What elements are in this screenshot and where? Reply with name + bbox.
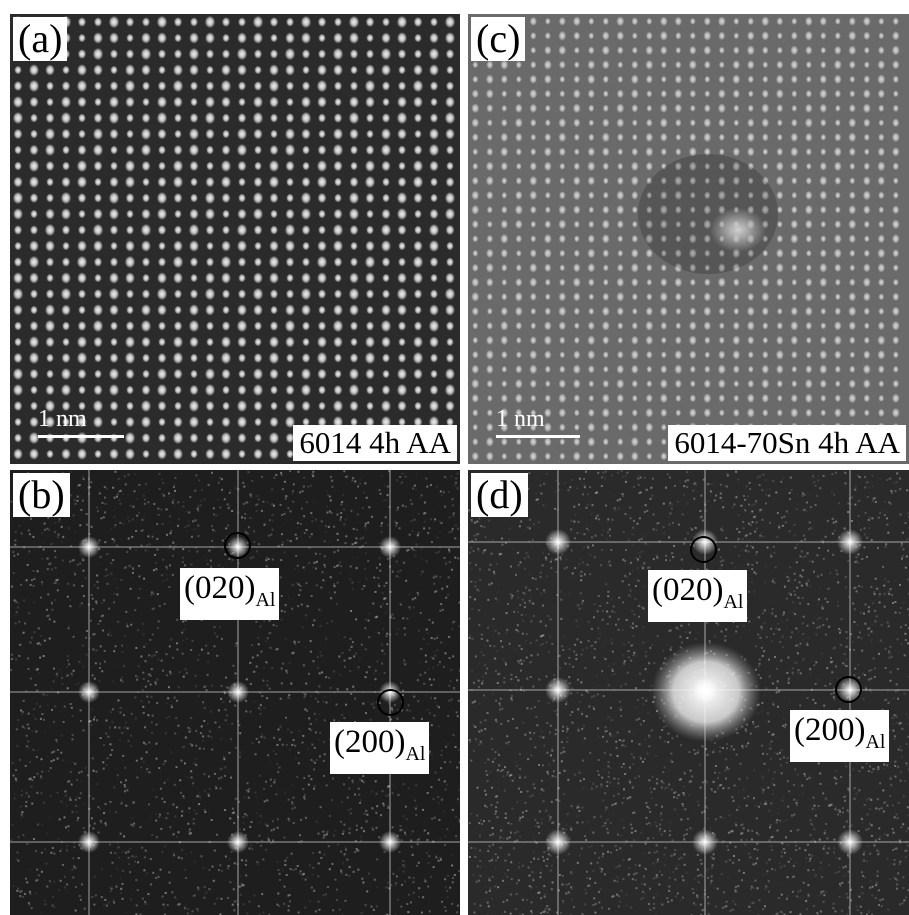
plane-label-200-b: (200)Al [330, 722, 430, 774]
panel-letter-a: (a) [13, 17, 68, 61]
plane-label-020-d: (020)Al [648, 570, 748, 622]
plane-index-020-d: (020) [652, 572, 724, 608]
scale-bar-line-c [496, 435, 580, 438]
scale-bar-line-a [38, 435, 124, 438]
spot-circle-020-b [224, 532, 251, 559]
fft-pattern-d: (d) (020)Al (200)Al [468, 470, 909, 915]
plane-phase-020-b: Al [255, 589, 276, 611]
panel-letter-d: (d) [471, 473, 528, 517]
plane-index-020-b: (020) [184, 570, 256, 606]
hrtem-image-c: (c) 1 nm 6014-70Sn 4h AA [468, 14, 909, 464]
spot-circle-020-d [690, 536, 717, 563]
sample-label-c: 6014-70Sn 4h AA [668, 425, 906, 461]
plane-phase-200-b: Al [405, 743, 426, 765]
plane-index-200-d: (200) [794, 712, 866, 748]
fft-pattern-b: (b) (020)Al (200)Al [10, 470, 460, 915]
panel-letter-b: (b) [13, 473, 70, 517]
plane-label-200-d: (200)Al [790, 710, 890, 762]
spot-circle-200-d [835, 676, 862, 703]
spot-circle-200-b [377, 689, 404, 716]
plane-phase-020-d: Al [723, 591, 744, 613]
plane-index-200-b: (200) [334, 724, 406, 760]
lattice-image-c [468, 14, 909, 464]
panel-letter-c: (c) [471, 17, 526, 61]
lattice-image-a [10, 14, 460, 464]
plane-phase-200-d: Al [865, 731, 886, 753]
scale-bar-label-c: 1 nm [496, 406, 545, 432]
hrtem-image-a: (a) 1 nm 6014 4h AA [10, 14, 460, 464]
scale-bar-a: 1 nm [38, 406, 124, 438]
scale-bar-label-a: 1 nm [38, 406, 87, 432]
plane-label-020-b: (020)Al [180, 568, 280, 620]
scale-bar-c: 1 nm [496, 406, 580, 438]
sample-label-a: 6014 4h AA [293, 425, 457, 461]
